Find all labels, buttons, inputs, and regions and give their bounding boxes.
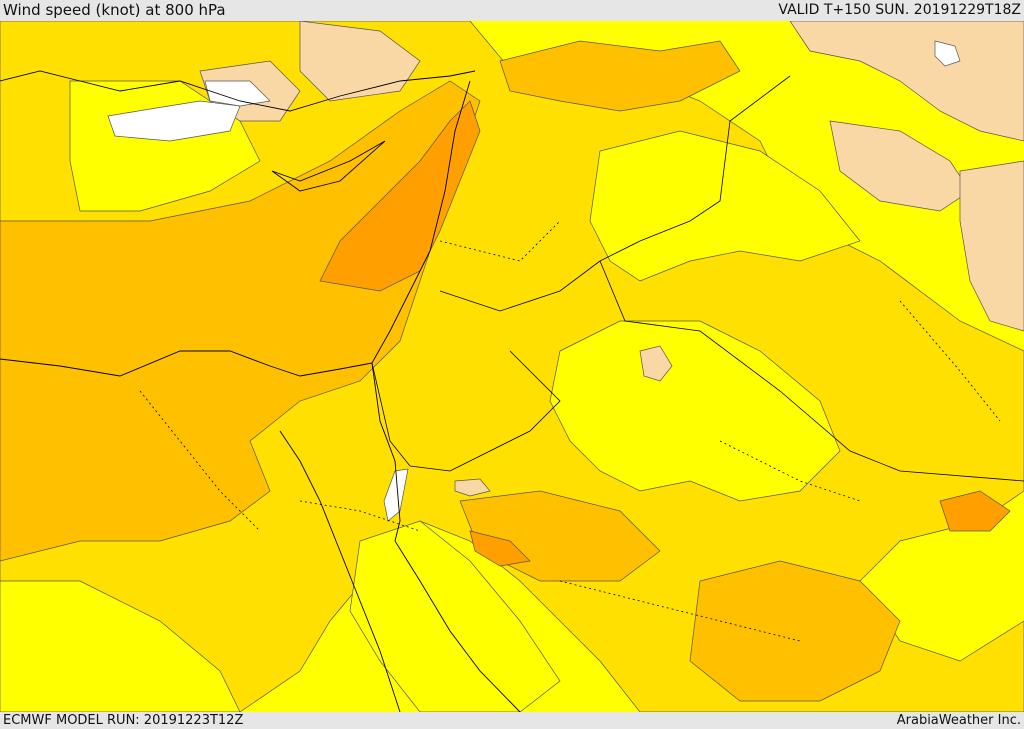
map-header: Wind speed (knot) at 800 hPa VALID T+150… [0,0,1024,21]
suez-gulf [279,430,401,712]
border-egypt-israel [371,362,411,467]
credit: ArabiaWeather Inc. [896,713,1021,728]
admin-borders [139,220,1001,642]
band-lt10-deadsea [383,468,409,522]
red-sea-east [394,540,521,712]
band-25-30-ne [499,40,741,112]
border-syria-iraq [599,75,791,262]
turkey-coast [0,70,476,112]
band-10-15-n [299,21,421,102]
band-lt10-aegean [107,100,241,142]
band-25-30 [0,80,481,562]
levant-coast [371,80,471,364]
band-lt10-caspian [934,40,961,67]
band-15-20-sinai [349,520,561,712]
border-jordan-syria [439,260,601,312]
model-run: ECMWF MODEL RUN: 20191223T12Z [3,713,244,728]
band-25-30-se [689,560,901,702]
band-10-15-e [959,160,1024,332]
band-30-35 [319,100,481,292]
border-jordan-iraq [599,260,1024,482]
border-jordan-saudi [409,350,561,472]
band-30-35-b [939,490,1011,532]
band-15-20-south [0,580,241,712]
borders [371,75,1024,482]
egypt-coast [0,350,373,377]
band-lt10-turkey [204,80,271,107]
cyprus [271,140,386,192]
wind-speed-map [0,21,1024,712]
aqaba-gulf [371,362,401,542]
band-30-35-c [469,530,531,567]
coastlines [0,70,521,712]
map-title: Wind speed (knot) at 800 hPa [3,1,226,19]
band-15-20-east [549,320,841,502]
band-10-15-iraq [829,120,971,212]
valid-time: VALID T+150 SUN. 20191229T18Z [778,2,1021,18]
band-10-15-sinai [454,478,491,497]
band-10-15-ne [789,21,1024,142]
map-footer: ECMWF MODEL RUN: 20191223T12Z ArabiaWeat… [0,712,1024,729]
band-10-15-jordan [639,345,673,382]
band-15-20-north [589,130,861,282]
